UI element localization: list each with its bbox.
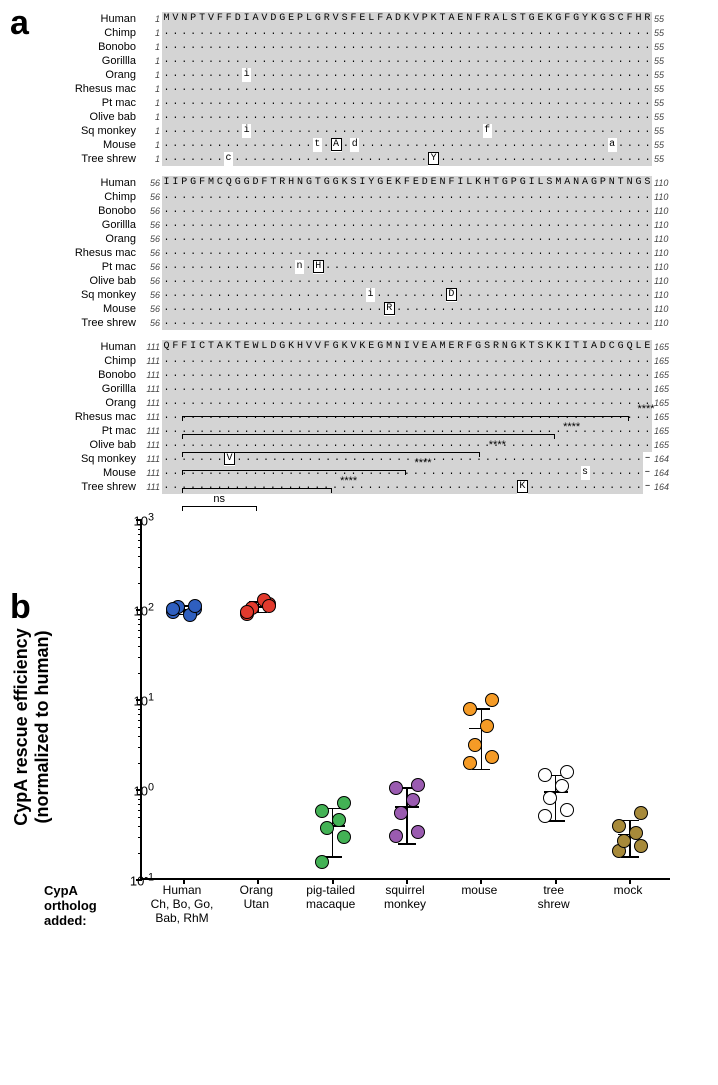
align-row: Orang1.........i........................…	[54, 68, 678, 82]
data-point	[240, 605, 254, 619]
significance-label: ns	[213, 493, 225, 505]
x-category-label: OrangUtan	[214, 884, 298, 912]
align-row: Mouse111................................…	[54, 466, 678, 480]
data-point	[411, 825, 425, 839]
align-row: Gorillla56..............................…	[54, 218, 678, 232]
data-point	[389, 829, 403, 843]
align-row: Tree shrew56............................…	[54, 316, 678, 330]
align-row: Sq monkey111.......V....................…	[54, 452, 678, 466]
x-category-label: treeshrew	[512, 884, 596, 912]
significance-bar	[182, 434, 554, 435]
x-axis-title: CypA ortholog added:	[44, 884, 97, 929]
x-category-label: HumanCh, Bo, Go,Bab, RhM	[140, 884, 224, 925]
align-row: Sq monkey56.......................i.....…	[54, 288, 678, 302]
data-point	[315, 804, 329, 818]
data-point	[634, 806, 648, 820]
significance-bar	[182, 488, 331, 489]
x-category-label: squirrelmonkey	[363, 884, 447, 912]
align-row: Chimp111................................…	[54, 354, 678, 368]
significance-bar	[182, 452, 479, 453]
significance-bar	[182, 470, 405, 471]
x-category-label: mock	[586, 884, 670, 898]
significance-label: ****	[340, 475, 357, 487]
data-point	[634, 839, 648, 853]
align-row: Human1MVNPTVFFDIAVDGEPLGRVSFELFADKVPKTAE…	[54, 12, 678, 26]
align-row: Rhesus mac111...........................…	[54, 410, 678, 424]
align-row: Chimp1..................................…	[54, 26, 678, 40]
align-row: Mouse56.........................R.......…	[54, 302, 678, 316]
data-point	[538, 768, 552, 782]
x-category-label: mouse	[437, 884, 521, 898]
align-row: Bonobo56................................…	[54, 204, 678, 218]
data-point	[406, 793, 420, 807]
align-row: Mouse1.................t.A.d............…	[54, 138, 678, 152]
y-tick-label: 100	[134, 781, 155, 798]
data-point	[463, 702, 477, 716]
align-row: Tree shrew1.......c.....................…	[54, 152, 678, 166]
significance-label: ****	[489, 439, 506, 451]
align-row: Olive bab1..............................…	[54, 110, 678, 124]
y-tick-label: 10-1	[130, 871, 154, 888]
data-point	[337, 796, 351, 810]
data-point	[394, 806, 408, 820]
align-row: Pt mac56...............n.H..............…	[54, 260, 678, 274]
data-point	[315, 855, 329, 869]
align-row: Human111QFFICTAKTEWLDGKHVVFGKVKEGMNIVEAM…	[54, 340, 678, 354]
y-tick-label: 101	[134, 691, 155, 708]
significance-label: ****	[637, 403, 654, 415]
data-point	[612, 819, 626, 833]
y-tick-label: 103	[134, 511, 155, 528]
align-row: Orang56.................................…	[54, 232, 678, 246]
align-row: Gorillla1...............................…	[54, 54, 678, 68]
significance-label: ****	[563, 421, 580, 433]
align-row: Human56IIPGFMCQGGDFTRHNGTGGKSIYGEKFEDENF…	[54, 176, 678, 190]
data-point	[538, 809, 552, 823]
align-row: Chimp56.................................…	[54, 190, 678, 204]
align-row: Rhesus mac1.............................…	[54, 82, 678, 96]
data-point	[485, 693, 499, 707]
significance-bar	[182, 506, 256, 507]
align-row: Gorillla111.............................…	[54, 382, 678, 396]
data-point	[468, 738, 482, 752]
data-point	[463, 756, 477, 770]
data-point	[543, 791, 557, 805]
y-tick-label: 102	[134, 601, 155, 618]
data-point	[166, 602, 180, 616]
data-point	[337, 830, 351, 844]
data-point	[555, 779, 569, 793]
significance-label: ****	[414, 457, 431, 469]
align-row: Tree shrew111...........................…	[54, 480, 678, 494]
data-point	[480, 719, 494, 733]
data-point	[262, 599, 276, 613]
data-point	[411, 778, 425, 792]
significance-bar	[182, 416, 628, 417]
data-point	[485, 750, 499, 764]
y-axis-title: CypA rescue efficiency(normalized to hum…	[11, 628, 53, 825]
align-row: Bonobo1.................................…	[54, 40, 678, 54]
data-point	[188, 599, 202, 613]
align-row: Bonobo111...............................…	[54, 368, 678, 382]
align-row: Sq monkey1.........i....................…	[54, 124, 678, 138]
align-row: Pt mac1.................................…	[54, 96, 678, 110]
data-point	[560, 803, 574, 817]
panel-a-label: a	[10, 4, 29, 43]
x-category-label: pig-tailedmacaque	[289, 884, 373, 912]
align-row: Rhesus mac56............................…	[54, 246, 678, 260]
data-point	[332, 813, 346, 827]
align-row: Olive bab111............................…	[54, 438, 678, 452]
align-row: Orang111................................…	[54, 396, 678, 410]
data-point	[389, 781, 403, 795]
data-point	[560, 765, 574, 779]
scatter-panel: CypA rescue efficiency(normalized to hum…	[0, 510, 718, 958]
align-row: Olive bab56.............................…	[54, 274, 678, 288]
plot-area	[140, 520, 670, 880]
align-row: Pt mac111...............................…	[54, 424, 678, 438]
data-point	[629, 826, 643, 840]
